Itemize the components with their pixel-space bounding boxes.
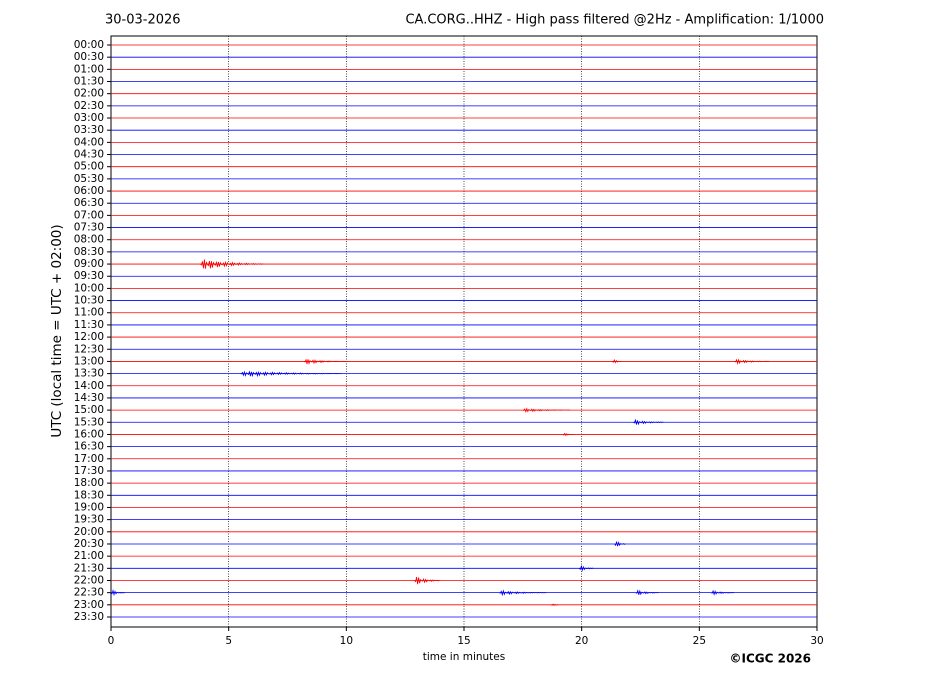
y-tick-label: 03:30: [74, 124, 104, 136]
y-tick-label: 12:00: [74, 331, 104, 343]
y-tick-label: 03:00: [74, 112, 104, 124]
y-tick-label: 15:00: [74, 404, 104, 416]
seismic-event: [633, 418, 664, 426]
seismic-event: [303, 358, 347, 365]
x-tick-label: 30: [810, 635, 823, 647]
y-tick-label: 11:00: [74, 307, 104, 319]
y-tick-label: 21:00: [74, 550, 104, 562]
seismic-event: [240, 370, 342, 378]
y-tick-label: 04:00: [74, 136, 104, 148]
y-tick-label: 13:00: [74, 355, 104, 367]
y-tick-label: 07:00: [74, 209, 104, 221]
y-tick-label: 22:30: [74, 587, 104, 599]
x-tick-label: 5: [225, 635, 232, 647]
seismic-event: [579, 564, 594, 572]
y-tick-label: 20:30: [74, 538, 104, 550]
y-tick-label: 00:30: [74, 51, 104, 63]
y-tick-label: 09:30: [74, 270, 104, 282]
credit: ©ICGC 2026: [729, 652, 811, 666]
chart-title: CA.CORG..HHZ - High pass filtered @2Hz -…: [405, 13, 824, 28]
x-tick-label: 10: [340, 635, 353, 647]
y-tick-label: 12:30: [74, 343, 104, 355]
y-tick-label: 23:00: [74, 599, 104, 611]
y-tick-label: 10:30: [74, 295, 104, 307]
seismic-event: [635, 589, 659, 596]
seismic-event: [550, 603, 559, 606]
y-tick-label: 14:30: [74, 392, 104, 404]
y-tick-label: 05:30: [74, 173, 104, 185]
seismic-event: [710, 589, 735, 596]
seismic-event: [522, 407, 570, 414]
y-tick-label: 10:00: [74, 282, 104, 294]
x-tick-label: 15: [457, 635, 470, 647]
y-tick-label: 04:30: [74, 149, 104, 161]
y-tick-label: 16:00: [74, 428, 104, 440]
y-tick-label: 17:30: [74, 465, 104, 477]
seismic-event: [499, 589, 547, 597]
x-tick-label: 20: [575, 635, 588, 647]
x-tick-label: 25: [693, 635, 706, 647]
y-tick-label: 21:30: [74, 562, 104, 574]
y-tick-label: 20:00: [74, 526, 104, 538]
y-tick-label: 16:30: [74, 441, 104, 453]
seismic-event: [612, 358, 622, 364]
y-tick-label: 17:00: [74, 453, 104, 465]
seismic-event: [562, 432, 574, 437]
y-axis-label: UTC (local time = UTC + 02:00): [49, 224, 65, 437]
y-tick-label: 13:30: [74, 368, 104, 380]
seismic-event: [200, 259, 264, 269]
y-tick-label: 19:00: [74, 501, 104, 513]
y-tick-label: 18:30: [74, 489, 104, 501]
y-tick-label: 01:00: [74, 63, 104, 75]
y-tick-label: 19:30: [74, 514, 104, 526]
chart-date: 30-03-2026: [105, 13, 181, 28]
y-tick-label: 07:30: [74, 222, 104, 234]
seismic-event: [110, 589, 126, 597]
x-axis-label: time in minutes: [423, 651, 505, 663]
seismic-event: [614, 541, 626, 547]
y-tick-label: 02:30: [74, 100, 104, 112]
seismic-event: [414, 576, 440, 585]
seismic-event: [734, 358, 770, 366]
x-tick-label: 0: [108, 635, 115, 647]
y-tick-label: 22:00: [74, 574, 104, 586]
y-tick-label: 23:30: [74, 611, 104, 623]
y-tick-label: 08:30: [74, 246, 104, 258]
y-tick-label: 18:00: [74, 477, 104, 489]
y-tick-label: 02:00: [74, 88, 104, 100]
y-tick-label: 06:30: [74, 197, 104, 209]
y-tick-label: 06:00: [74, 185, 104, 197]
y-tick-label: 08:00: [74, 234, 104, 246]
y-tick-label: 15:30: [74, 416, 104, 428]
y-tick-label: 09:00: [74, 258, 104, 270]
y-tick-label: 14:00: [74, 380, 104, 392]
y-tick-label: 01:30: [74, 76, 104, 88]
y-tick-label: 00:00: [74, 39, 104, 51]
y-tick-label: 05:00: [74, 161, 104, 173]
y-tick-label: 11:30: [74, 319, 104, 331]
